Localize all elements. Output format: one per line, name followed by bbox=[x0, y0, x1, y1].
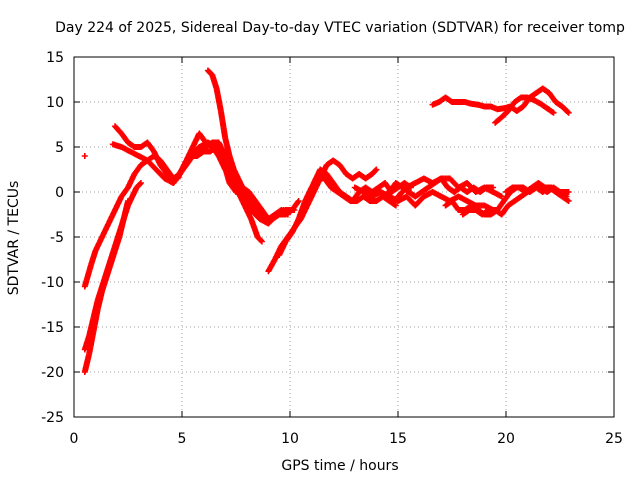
y-tick-label: -5 bbox=[50, 230, 64, 246]
series-sat-3 bbox=[81, 198, 131, 375]
series-isolated-point bbox=[81, 153, 88, 159]
grid bbox=[74, 57, 614, 417]
data-point bbox=[295, 198, 302, 204]
data-point bbox=[565, 189, 572, 195]
data-point bbox=[392, 202, 399, 209]
y-axis-label: SDTVAR / TECUs bbox=[6, 181, 22, 296]
data-point bbox=[125, 198, 131, 204]
x-tick-label: 20 bbox=[497, 431, 515, 447]
x-tick-label: 5 bbox=[178, 431, 187, 447]
data-point bbox=[565, 198, 572, 204]
data-point bbox=[137, 180, 144, 187]
x-tick-label: 15 bbox=[389, 431, 407, 447]
data-point bbox=[565, 109, 572, 116]
series-sat-6 bbox=[204, 67, 302, 222]
series-sat-13 bbox=[395, 175, 505, 200]
series-sat-16 bbox=[503, 180, 572, 195]
data-point bbox=[550, 109, 557, 116]
x-tick-label: 0 bbox=[70, 431, 79, 447]
y-tick-label: -20 bbox=[41, 365, 64, 381]
data-points bbox=[81, 67, 572, 375]
y-tick-label: -10 bbox=[41, 275, 64, 291]
series-sat-18 bbox=[492, 94, 557, 126]
axis-ticks: 0 5 10 15 20 25 -25 -20 -15 -10 -5 0 5 10 15 bbox=[41, 50, 623, 447]
data-point bbox=[284, 211, 291, 218]
data-point bbox=[258, 238, 265, 245]
x-tick-label: 10 bbox=[281, 431, 299, 447]
x-axis-label: GPS time / hours bbox=[281, 458, 398, 474]
y-tick-label: -25 bbox=[41, 410, 64, 426]
y-tick-label: 0 bbox=[55, 185, 64, 201]
data-point bbox=[258, 237, 265, 244]
data-point bbox=[564, 108, 571, 115]
data-point bbox=[294, 199, 301, 206]
x-tick-label: 25 bbox=[605, 431, 623, 447]
y-tick-label: 15 bbox=[46, 50, 64, 66]
y-tick-label: -15 bbox=[41, 320, 64, 336]
data-point bbox=[373, 166, 380, 173]
y-tick-label: 10 bbox=[46, 95, 64, 111]
data-point bbox=[137, 180, 144, 186]
y-tick-label: 5 bbox=[55, 140, 64, 156]
data-point bbox=[498, 193, 505, 200]
series-sat-7 bbox=[174, 144, 291, 222]
chart-title: Day 224 of 2025, Sidereal Day-to-day VTE… bbox=[55, 20, 625, 36]
data-point bbox=[81, 153, 88, 159]
data-point bbox=[372, 167, 379, 174]
